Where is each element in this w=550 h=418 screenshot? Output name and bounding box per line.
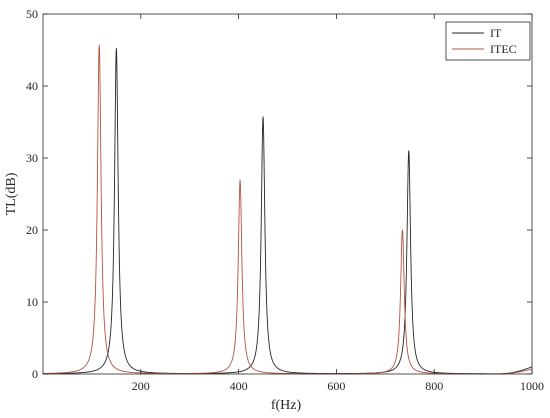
y-tick-label: 50 (26, 7, 38, 21)
axes: 200 400 600 800 1000 0 10 20 30 40 50 (26, 7, 544, 393)
series-layer (42, 44, 533, 375)
y-tick-label: 40 (26, 79, 38, 93)
series-line-it (42, 48, 533, 375)
legend-box (445, 21, 531, 61)
legend-label-it: IT (490, 26, 502, 40)
x-axis-label: f(Hz) (271, 398, 302, 413)
y-tick-label: 20 (26, 223, 38, 237)
x-tick-label: 800 (425, 379, 443, 393)
x-tick-label: 400 (230, 379, 248, 393)
y-tick-label: 0 (32, 367, 38, 381)
x-tick-label: 600 (327, 379, 345, 393)
series-line-itec (42, 44, 533, 375)
x-tick-label: 1000 (520, 379, 544, 393)
y-axis-label: TL(dB) (4, 172, 19, 215)
y-tick-label: 30 (26, 151, 38, 165)
y-tick-label: 10 (26, 295, 38, 309)
plot-frame (42, 13, 533, 375)
x-tick-label: 200 (132, 379, 150, 393)
legend-label-itec: ITEC (490, 42, 517, 56)
legend: IT ITEC (445, 21, 531, 61)
